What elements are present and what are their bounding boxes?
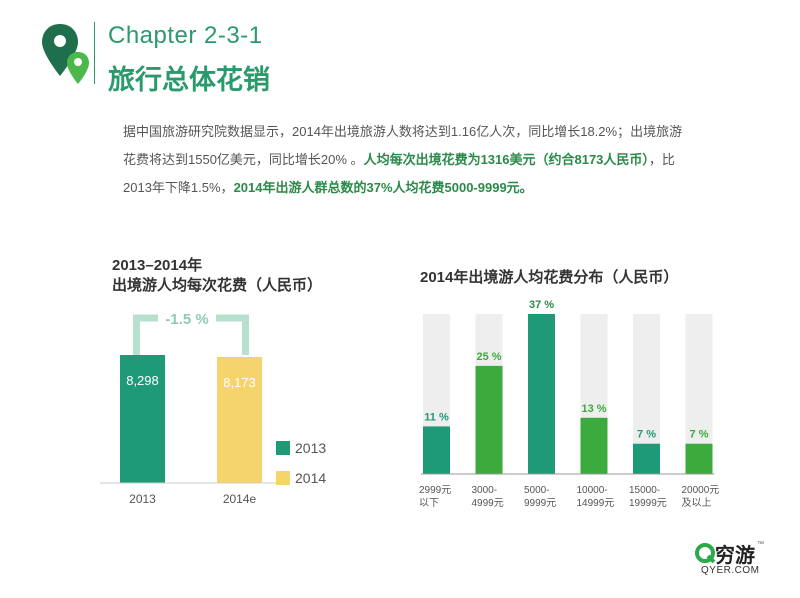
change-annotation: -1.5 % bbox=[165, 311, 208, 328]
left-chart-title: 2013–2014年 出境游人均每次花费（人民币） bbox=[112, 256, 322, 296]
bar-3 bbox=[580, 417, 608, 474]
left-chart-title-line2: 出境游人均每次花费（人民币） bbox=[112, 277, 323, 294]
bar-value-label: 7 % bbox=[637, 429, 656, 441]
brand-q-icon bbox=[695, 543, 716, 564]
x-tick-label-line1: 5000- bbox=[524, 485, 550, 496]
page-title: 旅行总体花销 bbox=[108, 65, 270, 95]
bar-2013 bbox=[120, 355, 165, 483]
x-tick-label-line2: 19999元 bbox=[629, 498, 667, 509]
intro-paragraph: 据中国旅游研究院数据显示，2014年出境旅游人数将达到1.16亿人次，同比增长1… bbox=[123, 118, 683, 202]
x-tick-label-line2: 4999元 bbox=[472, 498, 504, 509]
legend-swatch-2014 bbox=[276, 471, 290, 485]
x-tick-label: 2014e bbox=[223, 492, 257, 506]
bar-2014e bbox=[217, 356, 262, 483]
intro-highlight-1: 人均每次出境花费为1316美元（约合8173人民币） bbox=[363, 152, 649, 167]
chapter-label: Chapter 2-3-1 bbox=[108, 22, 263, 49]
bar-value-label: 25 % bbox=[476, 351, 501, 363]
right-chart-title: 2014年出境游人均花费分布（人民币） bbox=[420, 269, 679, 286]
bar-value-label: 13 % bbox=[581, 403, 606, 415]
bar-0 bbox=[423, 426, 450, 474]
location-pin-logo-icon bbox=[42, 24, 89, 84]
intro-highlight-2: 2014年出游人群总数的37%人均花费5000-9999元。 bbox=[233, 180, 533, 195]
brand-logo: 穷游 ™ QYER.COM bbox=[693, 541, 783, 581]
x-tick-label-line1: 15000- bbox=[629, 485, 660, 496]
bar-value-label: 7 % bbox=[690, 429, 709, 441]
bar-2 bbox=[528, 314, 555, 474]
x-tick-label-line1: 20000元 bbox=[682, 485, 720, 496]
bar-value-label: 8,173 bbox=[223, 375, 256, 390]
legend-swatch-2013 bbox=[276, 441, 290, 455]
bar-value-label: 37 % bbox=[529, 299, 554, 311]
bar-4 bbox=[633, 443, 660, 474]
x-tick-label-line2: 以下 bbox=[419, 498, 439, 509]
x-tick-label: 2013 bbox=[129, 492, 156, 506]
brand-url: QYER.COM bbox=[701, 565, 760, 576]
bar-value-label: 8,298 bbox=[126, 373, 159, 388]
legend-label: 2014 bbox=[295, 470, 326, 486]
small-pin-hole bbox=[74, 58, 82, 66]
small-pin-icon bbox=[67, 52, 89, 84]
x-tick-label-line1: 10000- bbox=[577, 485, 608, 496]
brand-name: 穷游 bbox=[715, 545, 755, 567]
brand-tm: ™ bbox=[757, 541, 764, 548]
intro-text-2: ，比2013年下降1.5%， bbox=[123, 152, 675, 195]
header-divider bbox=[94, 22, 95, 84]
left-bar-chart: -1.5 % 8,298 2013 8,173 2014e 2013 2014 bbox=[100, 308, 326, 506]
bar-5 bbox=[685, 443, 713, 474]
x-tick-label-line1: 2999元 bbox=[419, 485, 451, 496]
annotation-background bbox=[158, 308, 216, 328]
intro-text-1: 据中国旅游研究院数据显示，2014年出境旅游人数将达到1.16亿人次，同比增长1… bbox=[123, 124, 683, 167]
x-tick-label-line1: 3000- bbox=[472, 485, 498, 496]
large-pin-hole bbox=[54, 35, 66, 47]
x-tick-label-line2: 14999元 bbox=[577, 498, 615, 509]
x-tick-label-line2: 9999元 bbox=[524, 498, 556, 509]
bar-1 bbox=[475, 365, 503, 474]
x-tick-label-line2: 及以上 bbox=[682, 497, 712, 509]
bar-value-label: 11 % bbox=[424, 411, 449, 423]
left-chart-title-line1: 2013–2014年 bbox=[112, 257, 203, 274]
legend-label: 2013 bbox=[295, 440, 326, 456]
